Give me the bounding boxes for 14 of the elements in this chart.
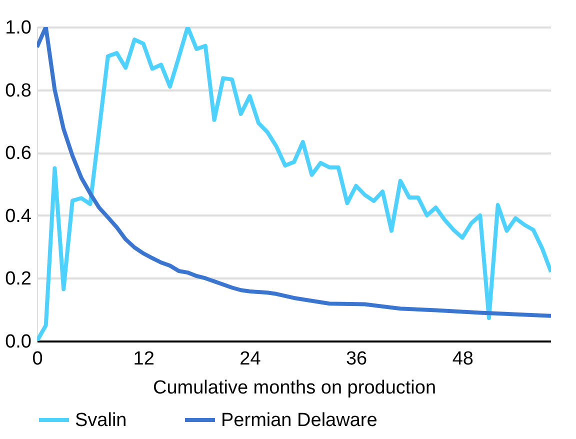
legend-label: Permian Delaware	[221, 410, 378, 431]
legend-label: Svalin	[75, 410, 127, 431]
y-tick-label: 0.2	[5, 268, 32, 290]
y-tick-label: 0.4	[5, 206, 32, 227]
y-tick-label: 1.0	[5, 18, 32, 38]
x-tick-label: 48	[452, 348, 474, 370]
x-tick-label: 36	[346, 348, 368, 370]
x-tick-label: 0	[32, 348, 43, 370]
x-tick-label: 12	[133, 348, 154, 370]
y-tick-label: 0.0	[5, 332, 32, 352]
x-tick-label: 24	[240, 348, 262, 370]
x-axis-title: Cumulative months on production	[152, 378, 436, 398]
y-tick-label: 0.6	[5, 143, 32, 164]
y-tick-label: 0.8	[5, 80, 32, 102]
